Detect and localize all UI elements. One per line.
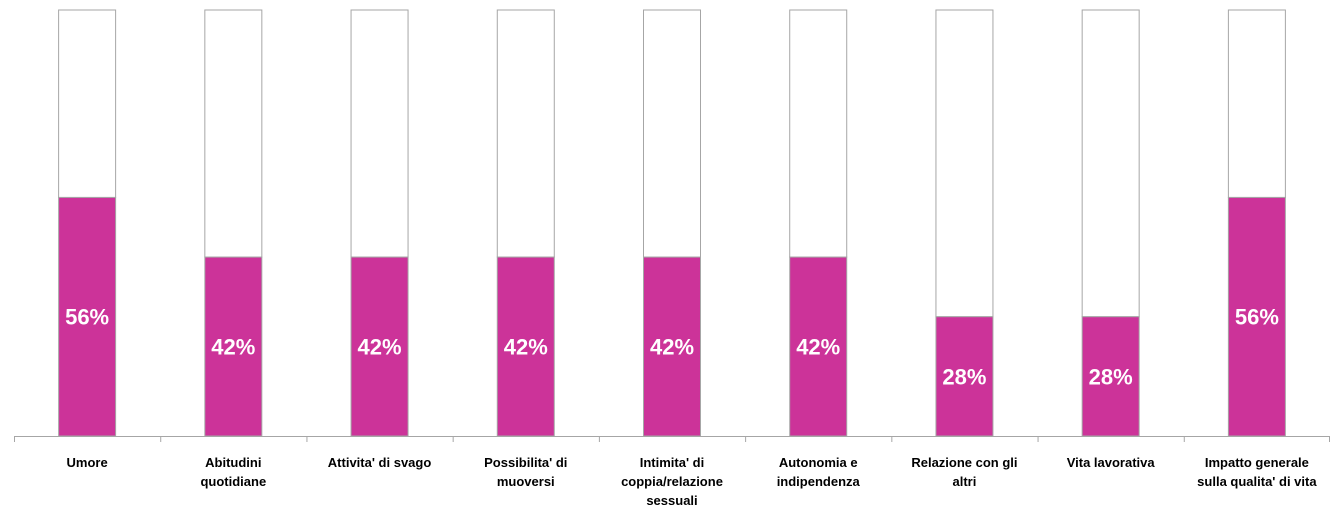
category-label-6: Autonomia e indipendenza [777,455,861,489]
data-label-8: 28% [1089,364,1133,389]
data-label-6: 42% [796,335,840,360]
category-label-1: Umore [67,455,108,470]
bar-remainder-4 [496,9,555,258]
bar-remainder-2 [204,9,263,258]
category-label-4: Possibilita' di muoversi [484,455,567,489]
bar-remainder-8 [1081,9,1140,318]
data-label-2: 42% [211,335,255,360]
bar-remainder-9 [1227,9,1286,198]
bar-value-6 [789,256,848,437]
data-label-9: 56% [1235,305,1279,330]
bar-value-3 [350,256,409,437]
data-label-3: 42% [358,335,402,360]
data-label-7: 28% [942,364,986,389]
category-label-5: Intimita' di coppia/relazione sessuali [621,455,723,508]
category-label-9: Impatto generale sulla qualita' di vita [1197,455,1317,489]
category-label-7: Relazione con gli altri [911,455,1017,489]
category-label-3: Attivita' di svago [328,455,432,470]
data-label-1: 56% [65,305,109,330]
x-axis [14,436,1330,442]
bar-remainder-3 [350,9,409,258]
bar-value-4 [496,256,555,437]
bar-value-1 [58,196,117,437]
bar-value-8 [1081,316,1140,437]
labels-layer: 56% Umore 42% Abitudini quotidiane 42% Attivit… [65,305,1317,508]
category-label-2: Abitudini quotidiane [200,455,266,489]
data-label-5: 42% [650,335,694,360]
bar-value-7 [935,316,994,437]
bar-remainder-7 [935,9,994,318]
bar-remainder-1 [58,9,117,198]
bar-value-2 [204,256,263,437]
bar-remainder-6 [789,9,848,258]
bar-remainder-5 [643,9,701,258]
data-label-4: 42% [504,335,548,360]
bars-layer [58,9,1286,437]
category-label-8: Vita lavorativa [1067,455,1156,470]
bar-value-9 [1227,196,1286,437]
bar-value-5 [643,256,701,437]
